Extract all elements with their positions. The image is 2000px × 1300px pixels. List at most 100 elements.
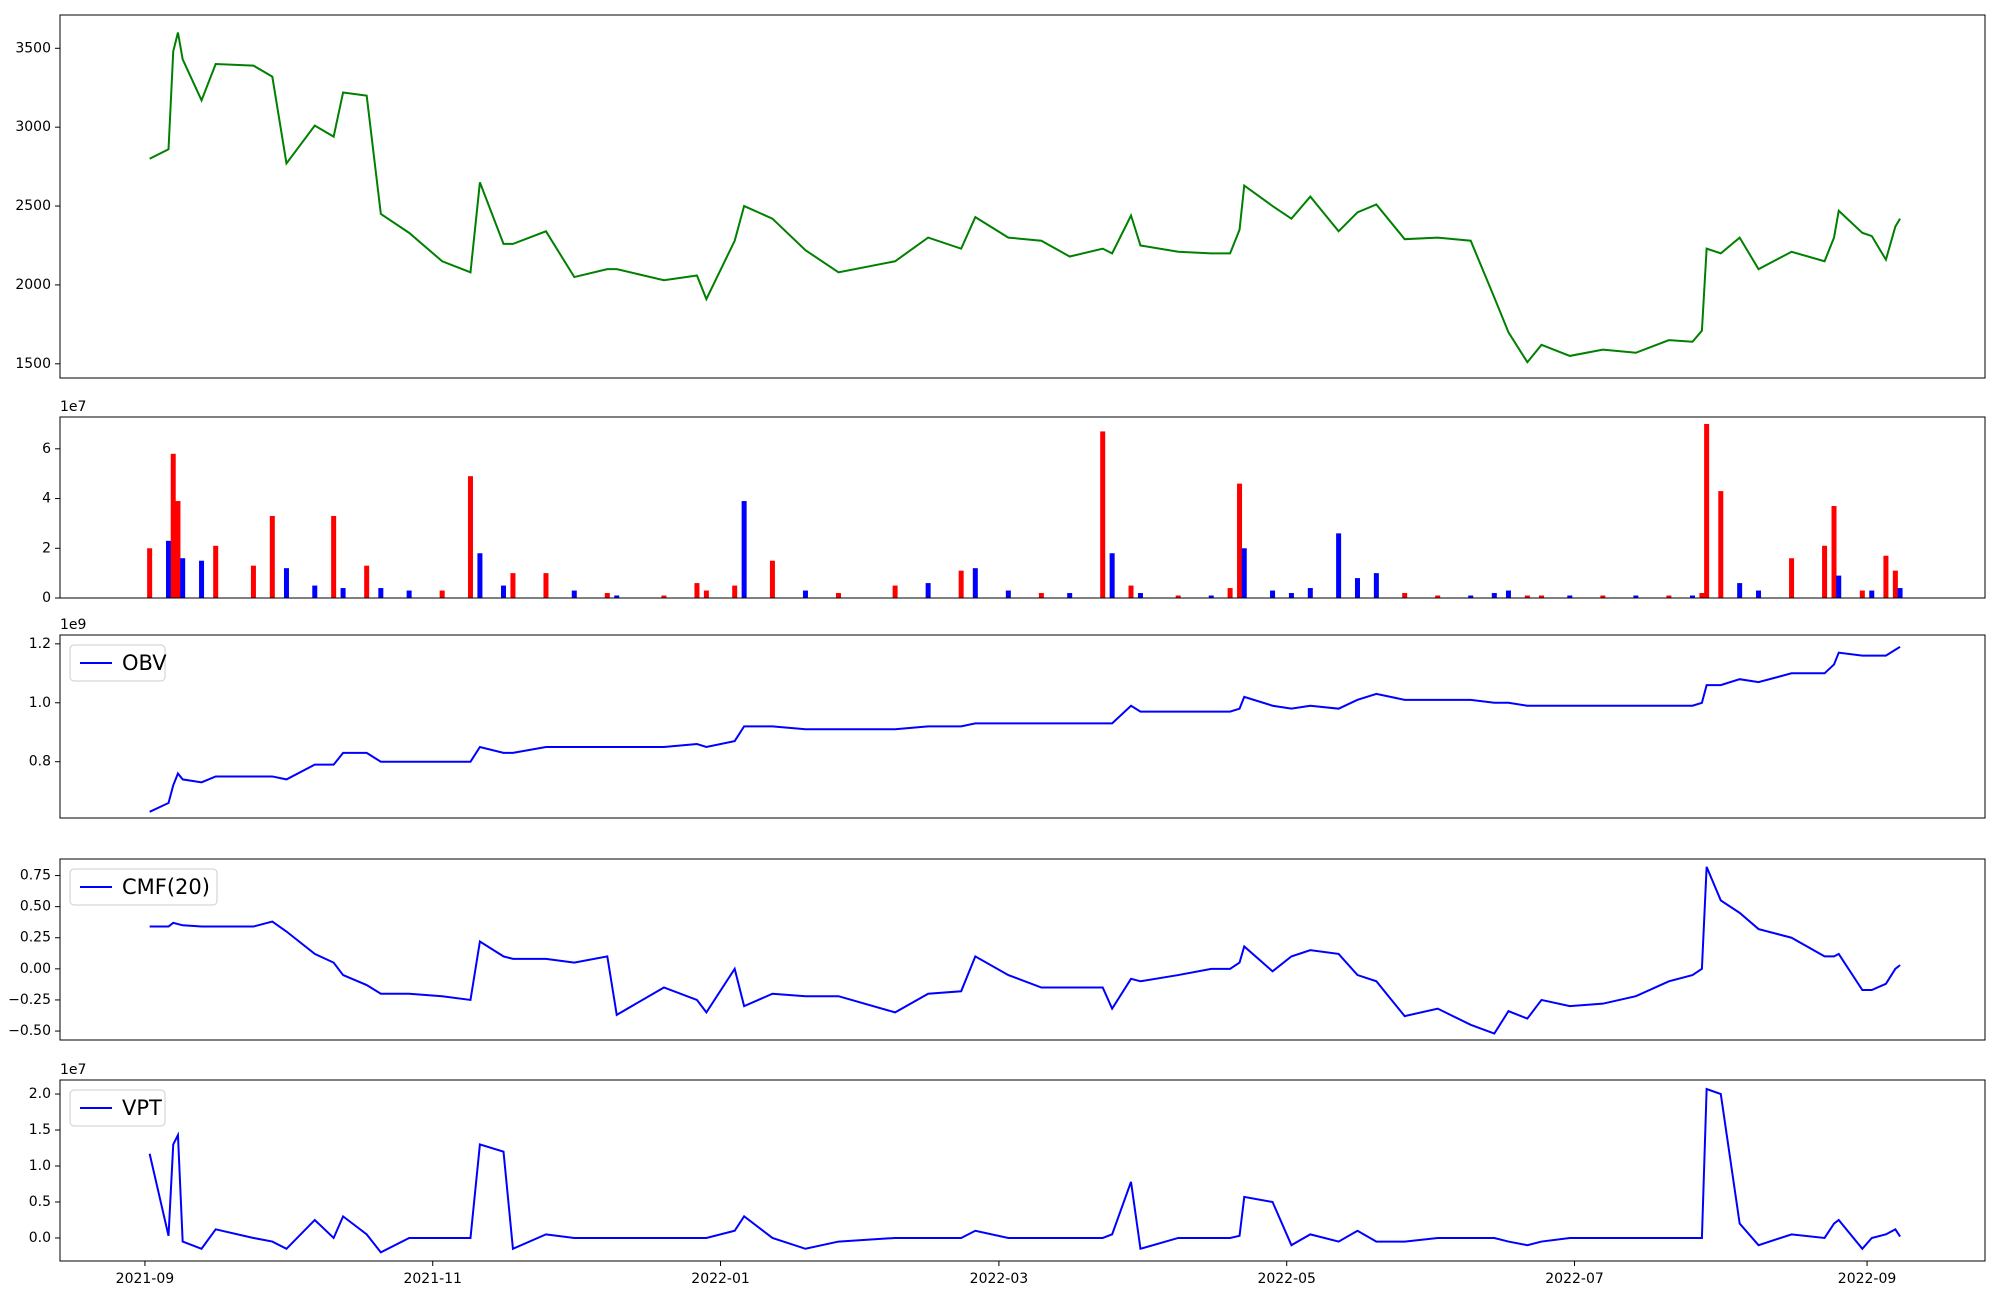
bar [1241, 548, 1247, 598]
y-tick-label: 1500 [15, 356, 51, 372]
bar [614, 595, 620, 598]
bar [1538, 595, 1544, 598]
bar [835, 593, 841, 598]
bar [250, 565, 256, 598]
data-line [149, 32, 1901, 364]
y-tick-label: −0.25 [8, 992, 51, 1008]
bar [1100, 431, 1106, 598]
bar [1175, 595, 1181, 598]
bar [1402, 593, 1408, 598]
bar [1354, 578, 1360, 598]
legend-label: CMF(20) [122, 875, 210, 899]
bar [1505, 590, 1511, 598]
x-tick-label: 2022-07 [1545, 1271, 1604, 1287]
bar [802, 590, 808, 598]
bar [1883, 555, 1889, 598]
y-tick-label: 0.8 [29, 754, 51, 770]
bar [1869, 590, 1875, 598]
bar [1633, 595, 1639, 598]
bar [1237, 483, 1243, 598]
bar [510, 573, 516, 598]
legend-box [69, 644, 166, 682]
x-tick-label: 2022-09 [1838, 1271, 1897, 1287]
y-tick-label: 2000 [15, 277, 51, 293]
bar [1836, 575, 1842, 598]
legend-box [69, 1089, 166, 1127]
bar [703, 590, 709, 598]
bar [199, 560, 205, 598]
legend-label: VPT [122, 1096, 162, 1120]
bar [1137, 593, 1143, 598]
panel: 0 2 4 6 1e7 [42, 399, 1986, 606]
bar [477, 553, 483, 598]
bar [1128, 585, 1134, 598]
y-tick-label: 0.25 [20, 930, 51, 946]
bar [892, 585, 898, 598]
axes-frame [59, 634, 1986, 819]
bar [1718, 491, 1724, 598]
bar [340, 588, 346, 598]
legend-box [69, 868, 218, 906]
bar [661, 595, 667, 598]
y-tick-label: 0.75 [20, 868, 51, 884]
bar [1689, 595, 1695, 598]
bar [331, 515, 337, 598]
y-tick-label: 2 [42, 540, 51, 556]
bar [1892, 570, 1898, 598]
bar [1699, 593, 1705, 598]
bar [571, 590, 577, 598]
y-tick-label: 2.0 [29, 1086, 51, 1102]
bar [1666, 595, 1672, 598]
y-tick-label: 3000 [15, 119, 51, 135]
panel: 0.0 0.5 1.0 1.5 2.0 1e7 2021-09 2021-11 2022-01 2… [29, 1062, 1986, 1287]
bar [180, 558, 186, 598]
axes-frame [59, 1079, 1986, 1262]
bar [1468, 595, 1474, 598]
bar [1067, 593, 1073, 598]
bar [694, 583, 700, 598]
x-tick-label: 2021-09 [116, 1271, 175, 1287]
legend-label: OBV [122, 651, 167, 675]
y-tick-label: 3500 [15, 40, 51, 56]
data-line [148, 1087, 1901, 1254]
bar [1756, 590, 1762, 598]
bar [1109, 553, 1115, 598]
bar [741, 501, 747, 598]
bar [1307, 588, 1313, 598]
bar [467, 476, 473, 598]
bar [1373, 573, 1379, 598]
bar [175, 501, 181, 598]
y-tick-label: 2500 [15, 198, 51, 214]
bar [364, 565, 370, 598]
panel: 1500 2000 2500 3000 3500 [15, 14, 1986, 379]
bar [1336, 533, 1342, 598]
y-offset-label: 1e9 [60, 617, 86, 633]
bar [1822, 545, 1828, 598]
bar [543, 573, 549, 598]
y-tick-label: 0.0 [29, 1230, 51, 1246]
y-offset-label: 1e7 [60, 1062, 86, 1078]
bar [1789, 558, 1795, 598]
axes-frame [59, 14, 1986, 379]
panel: 0.8 1.0 1.2 1e9 OBV [29, 617, 1986, 819]
x-tick-label: 2021-11 [403, 1271, 462, 1287]
bar [147, 548, 153, 598]
bar [269, 515, 275, 598]
bar [1897, 588, 1903, 598]
x-tick-label: 2022-01 [691, 1271, 750, 1287]
bar [501, 585, 507, 598]
panel: −0.50 −0.25 0.00 0.25 0.50 0.75 CMF(20) [8, 858, 1986, 1041]
bar [604, 593, 610, 598]
y-tick-label: 6 [42, 441, 51, 457]
bar [439, 590, 445, 598]
y-tick-label: 1.5 [29, 1122, 51, 1138]
bar [312, 585, 318, 598]
bar [1567, 595, 1573, 598]
y-tick-label: 1.2 [29, 636, 51, 652]
data-line [149, 866, 1901, 1035]
bar [1491, 593, 1497, 598]
bar [166, 540, 172, 598]
bar [1704, 423, 1710, 598]
bar [1737, 583, 1743, 598]
